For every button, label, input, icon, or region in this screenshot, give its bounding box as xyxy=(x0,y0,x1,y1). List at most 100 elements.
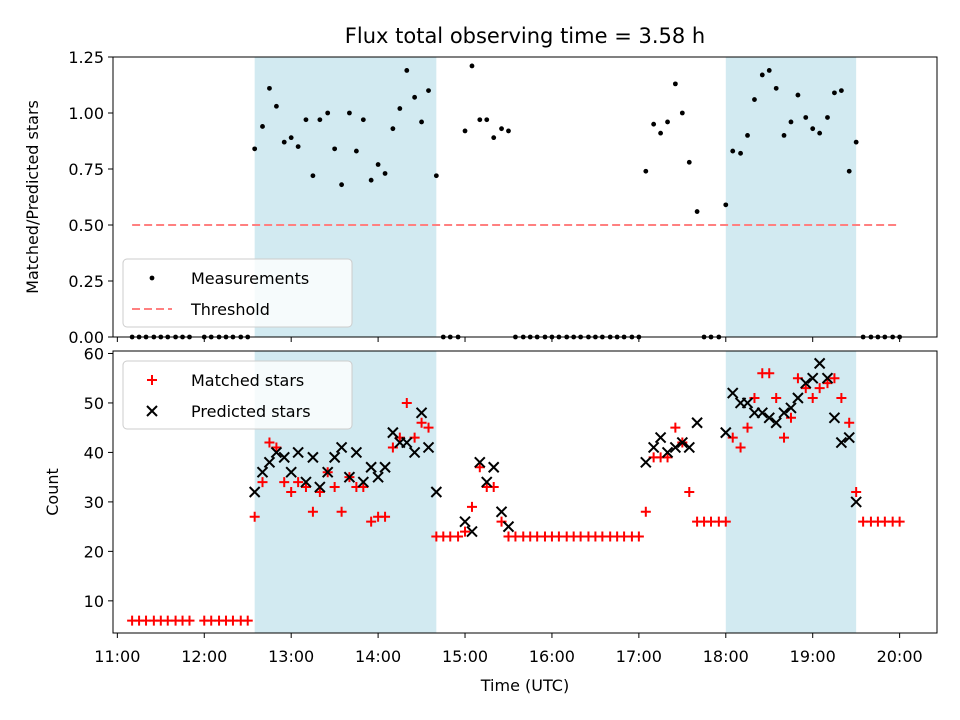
data-point xyxy=(496,516,507,527)
data-point xyxy=(380,511,391,522)
data-point xyxy=(803,115,809,120)
data-point xyxy=(252,146,258,152)
data-point xyxy=(488,482,499,493)
data-point xyxy=(484,117,490,123)
data-point xyxy=(288,135,294,141)
data-point xyxy=(466,501,477,512)
y-axis-label: Count xyxy=(43,468,62,516)
x-axis-label: Time (UTC) xyxy=(480,676,569,695)
data-point xyxy=(314,481,326,493)
data-point xyxy=(766,68,772,73)
data-point xyxy=(303,117,309,123)
data-point xyxy=(835,436,848,449)
data-point xyxy=(329,482,340,493)
data-point xyxy=(730,148,736,154)
data-point xyxy=(264,437,275,448)
data-point xyxy=(295,144,301,150)
data-point xyxy=(684,487,695,497)
data-point xyxy=(825,115,830,120)
data-point xyxy=(669,441,682,454)
data-point xyxy=(474,456,486,469)
data-point xyxy=(307,506,318,517)
legend-marker xyxy=(147,375,157,385)
data-point xyxy=(462,128,468,134)
data-point xyxy=(828,412,841,424)
data-point xyxy=(676,436,689,449)
data-point xyxy=(401,436,413,449)
x-tick-label: 11:00 xyxy=(94,647,140,666)
data-point xyxy=(401,397,412,408)
data-point xyxy=(460,526,471,537)
data-point xyxy=(723,202,729,208)
data-point xyxy=(256,466,269,478)
data-point xyxy=(433,173,439,179)
data-point xyxy=(779,432,790,443)
data-point xyxy=(358,482,369,493)
data-point xyxy=(343,471,356,483)
data-point xyxy=(257,477,268,488)
data-point xyxy=(781,133,787,138)
data-point xyxy=(469,63,475,69)
data-point xyxy=(720,426,732,439)
data-point xyxy=(285,466,297,478)
data-point xyxy=(742,422,753,433)
data-point xyxy=(353,148,359,154)
data-point xyxy=(332,146,338,152)
data-point xyxy=(770,417,782,429)
data-point xyxy=(647,441,660,454)
data-point xyxy=(738,150,743,156)
y-tick-label: 50 xyxy=(84,394,104,413)
data-point xyxy=(459,515,471,528)
data-point xyxy=(271,442,282,453)
y-tick-label: 0.50 xyxy=(68,216,104,235)
data-point xyxy=(658,130,663,136)
data-point xyxy=(832,90,837,96)
data-point xyxy=(390,126,396,132)
data-point xyxy=(838,88,844,93)
data-point xyxy=(851,487,862,497)
data-point xyxy=(795,92,801,98)
data-point xyxy=(759,72,765,78)
y-tick-label: 40 xyxy=(84,443,104,462)
y-tick-label: 60 xyxy=(84,344,104,363)
data-point xyxy=(806,372,819,384)
data-point xyxy=(691,417,703,429)
data-point xyxy=(310,173,316,179)
data-point xyxy=(821,372,834,384)
data-point xyxy=(317,117,323,123)
series-plus xyxy=(127,368,905,626)
axes-frame xyxy=(112,56,938,338)
data-point xyxy=(814,383,825,394)
data-point xyxy=(357,476,370,488)
data-point xyxy=(727,387,739,399)
legend-entry-label: Predicted stars xyxy=(191,402,311,421)
data-point xyxy=(387,426,399,439)
data-point xyxy=(242,615,253,626)
data-point xyxy=(274,103,279,109)
count-panel: 10 20 30 40 50 60 11:00 12:00 13:00 14:00 15:00 16:… xyxy=(43,344,938,666)
data-point xyxy=(184,615,195,626)
data-point xyxy=(335,441,348,454)
legend-marker xyxy=(149,275,155,281)
data-point xyxy=(756,407,768,419)
legend-marker xyxy=(146,405,158,417)
y-tick-label: 1.00 xyxy=(68,104,104,123)
data-point xyxy=(325,110,331,116)
data-point xyxy=(499,126,504,132)
data-point xyxy=(321,466,334,478)
x-tick-label: 19:00 xyxy=(790,647,836,666)
data-point xyxy=(397,106,403,111)
x-tick-label: 18:00 xyxy=(703,647,749,666)
data-point xyxy=(672,81,678,87)
data-point xyxy=(416,417,427,428)
legend: Measurements Threshold xyxy=(122,258,353,328)
x-tick-label: 12:00 xyxy=(181,647,227,666)
data-point xyxy=(662,452,673,463)
data-point xyxy=(843,431,855,444)
data-point xyxy=(643,168,649,174)
data-point xyxy=(267,85,272,91)
data-point xyxy=(741,397,754,409)
x-tick-label: 16:00 xyxy=(529,647,575,666)
data-point xyxy=(670,422,681,433)
y-tick-label: 30 xyxy=(84,493,104,512)
